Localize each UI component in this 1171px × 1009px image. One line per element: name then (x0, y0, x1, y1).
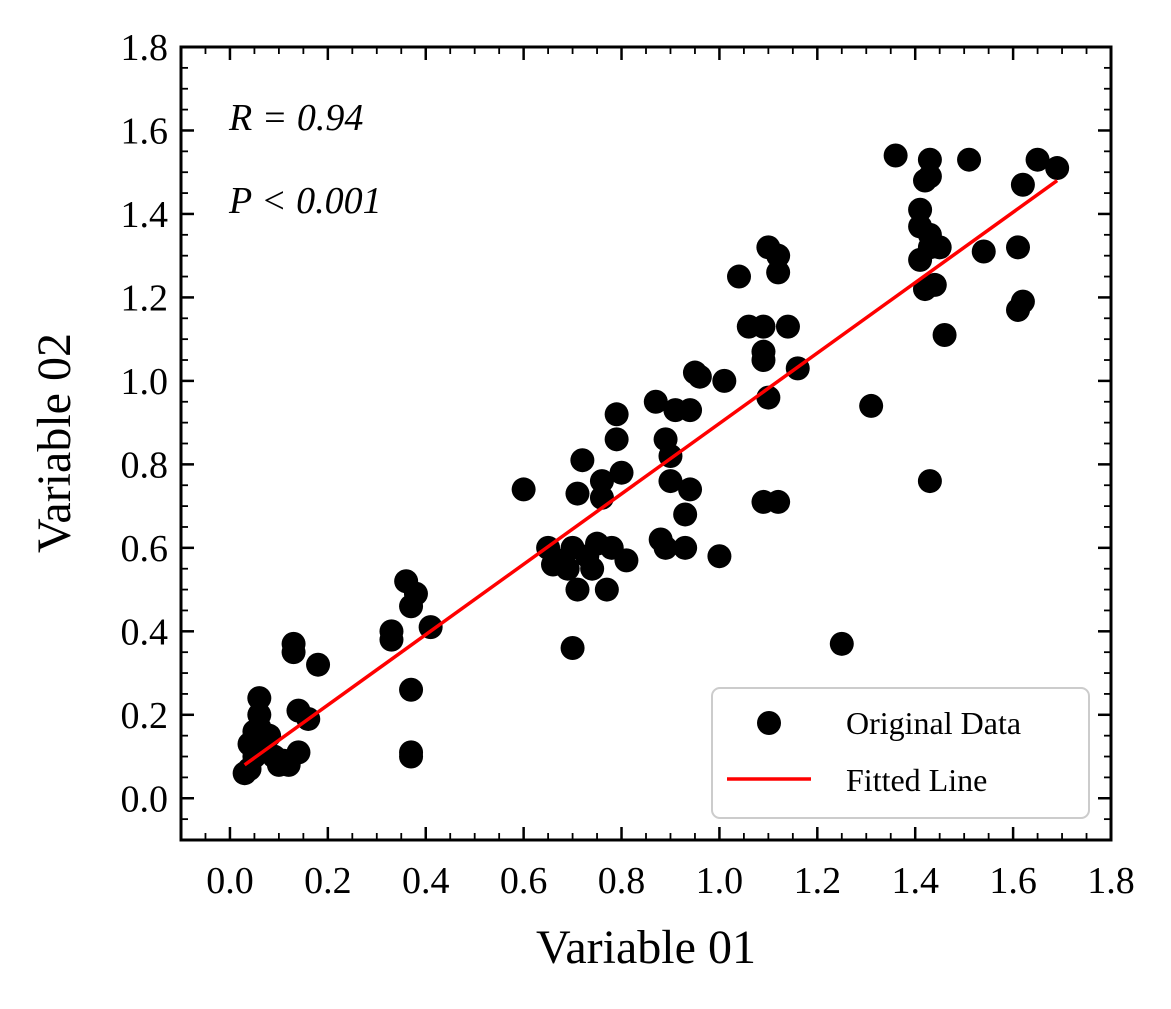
data-point (560, 636, 585, 661)
data-point (403, 581, 428, 606)
data-point (379, 619, 404, 644)
x-tick-label: 1.2 (794, 860, 842, 902)
data-point (565, 577, 590, 602)
data-point (766, 260, 791, 285)
data-point (678, 398, 703, 423)
data-point (1010, 289, 1035, 314)
y-tick-label: 0.6 (121, 528, 169, 570)
legend-box (711, 687, 1090, 819)
data-point (751, 339, 776, 364)
annotation-p: P < 0.001 (228, 180, 382, 222)
data-point (707, 544, 732, 569)
data-point (1006, 235, 1030, 260)
data-point (927, 235, 952, 260)
annotation-r: R = 0.94 (228, 97, 363, 139)
data-point (589, 469, 614, 494)
data-point (609, 460, 634, 485)
data-point (1010, 172, 1035, 197)
data-point (1025, 147, 1050, 172)
x-axis-title: Variable 01 (536, 921, 756, 974)
x-tick-label: 1.4 (891, 860, 939, 902)
data-point (604, 427, 629, 452)
legend-marker-original-data (757, 711, 781, 735)
data-point (727, 264, 751, 289)
y-axis-title: Variable 02 (28, 333, 81, 553)
data-point (673, 502, 698, 527)
data-point (658, 469, 683, 494)
data-point (570, 448, 595, 473)
y-tick-label: 1.8 (121, 27, 169, 69)
y-tick-label: 1.4 (121, 194, 169, 236)
data-point (594, 577, 619, 602)
y-tick-label: 1.2 (121, 277, 169, 319)
y-tick-label: 1.6 (121, 110, 169, 152)
data-point (281, 631, 306, 656)
data-point (751, 314, 776, 339)
data-point (859, 393, 884, 418)
data-point (653, 535, 678, 560)
data-point (1045, 156, 1070, 181)
y-tick-label: 0.4 (121, 611, 169, 653)
data-point (922, 272, 947, 297)
data-point (908, 197, 933, 222)
x-tick-label: 0.4 (402, 860, 450, 902)
data-point (247, 686, 272, 711)
data-point (643, 389, 668, 414)
data-point (673, 535, 698, 560)
data-point (766, 243, 791, 268)
x-tick-label: 1.0 (696, 860, 744, 902)
data-point (957, 147, 982, 172)
data-point (286, 740, 311, 765)
data-point (614, 548, 639, 573)
y-tick-label: 1.0 (121, 361, 169, 403)
data-point (917, 469, 942, 494)
plot-area (232, 143, 1070, 786)
y-tick-label: 0.0 (121, 778, 169, 820)
y-tick-labels: 0.0 0.2 0.4 0.6 0.8 1.0 1.2 1.4 1.6 1.8 (121, 27, 169, 820)
legend: Original Data Fitted Line (711, 687, 1090, 819)
data-point (687, 364, 712, 389)
plot-frame (179, 45, 1113, 842)
y-tick-label: 0.8 (121, 444, 169, 486)
x-tick-label: 0.2 (304, 860, 352, 902)
data-point (678, 477, 703, 502)
data-point (511, 477, 536, 502)
data-point (775, 314, 800, 339)
data-point (399, 677, 424, 702)
data-point (766, 489, 791, 514)
data-point (306, 652, 331, 677)
data-point (883, 143, 908, 168)
legend-label-original-data: Original Data (846, 705, 1021, 741)
data-point (971, 239, 996, 264)
data-points (232, 143, 1070, 786)
data-point (604, 402, 629, 427)
data-point (257, 723, 282, 748)
data-point (917, 164, 942, 189)
x-tick-label: 1.8 (1087, 860, 1135, 902)
x-tick-labels: 0.0 0.2 0.4 0.6 0.8 1.0 1.2 1.4 1.6 1.8 (206, 860, 1135, 902)
fitted-line-layer (243, 179, 1059, 767)
data-point (712, 368, 737, 393)
data-point (917, 147, 942, 172)
x-tick-label: 0.0 (206, 860, 254, 902)
legend-label-fitted-line: Fitted Line (846, 762, 987, 798)
data-point (418, 615, 443, 640)
x-tick-label: 0.8 (598, 860, 646, 902)
data-point (580, 556, 605, 581)
x-tick-label: 1.6 (989, 860, 1037, 902)
data-point (565, 481, 590, 506)
data-point (399, 744, 424, 769)
fitted-line (243, 179, 1059, 767)
data-point (829, 631, 854, 656)
y-tick-label: 0.2 (121, 695, 169, 737)
data-point (555, 556, 580, 581)
x-tick-label: 0.6 (500, 860, 548, 902)
data-point (932, 322, 957, 347)
